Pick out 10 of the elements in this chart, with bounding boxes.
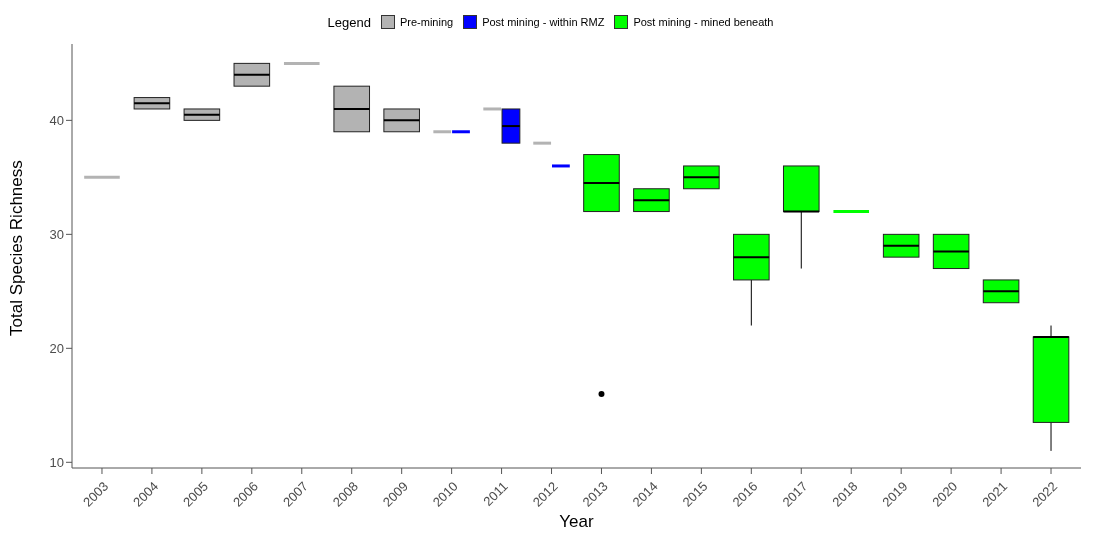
legend-label: Pre-mining (399, 16, 454, 28)
y-tick-label: 30 (49, 226, 64, 242)
y-tick-label: 40 (49, 112, 64, 128)
legend-title: Legend (327, 14, 371, 30)
y-tick-label: 20 (49, 340, 64, 356)
legend-label: Post mining - mined beneath (633, 16, 774, 28)
y-tick-label: 10 (49, 454, 64, 470)
y-axis-title: Total Species Richness (7, 160, 27, 336)
legend-label: Post mining - within RMZ (482, 16, 605, 28)
x-axis-title: Year (559, 512, 595, 531)
